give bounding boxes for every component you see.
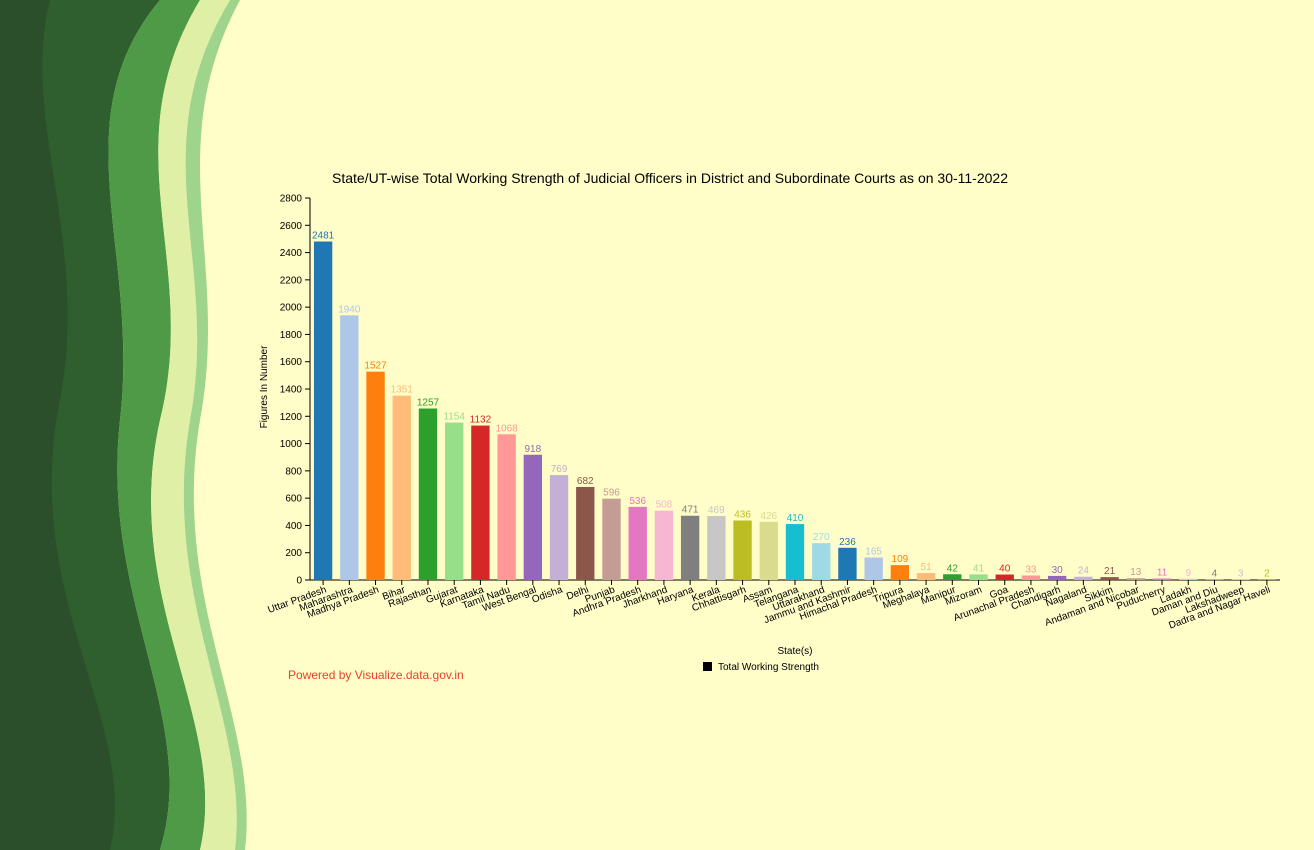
- footer: Powered by Visualize.data.gov.in: [288, 668, 464, 682]
- value-label: 21: [1104, 566, 1116, 577]
- bar: [838, 547, 857, 580]
- value-label: 33: [1025, 564, 1037, 575]
- bar: [576, 486, 595, 580]
- value-label: 4: [1212, 568, 1218, 579]
- bar: [916, 573, 936, 580]
- bar: [1100, 577, 1119, 580]
- value-label: 508: [656, 500, 673, 511]
- chart-title: State/UT-wise Total Working Strength of …: [332, 170, 1008, 186]
- bar: [733, 520, 752, 580]
- bar: [418, 408, 438, 580]
- bar: [313, 241, 333, 580]
- value-label: 41: [973, 563, 985, 574]
- bar: [943, 574, 962, 580]
- y-tick-label: 2000: [280, 303, 303, 314]
- value-label: 51: [921, 562, 933, 573]
- bar: [1205, 579, 1224, 580]
- bar: [1126, 578, 1145, 580]
- value-label: 596: [603, 488, 620, 499]
- value-label: 1132: [470, 415, 492, 426]
- value-label: 9: [1185, 568, 1191, 579]
- legend-swatch: [703, 662, 712, 671]
- value-label: 109: [892, 554, 909, 565]
- value-label: 1154: [443, 412, 465, 423]
- value-label: 236: [839, 537, 856, 548]
- bar: [707, 516, 726, 580]
- value-label: 270: [813, 532, 830, 543]
- bar: [1074, 576, 1093, 580]
- value-label: 42: [947, 563, 959, 574]
- bar: [1047, 575, 1067, 580]
- bar: [1021, 575, 1041, 580]
- decoration: [0, 0, 247, 850]
- y-tick-label: 1800: [280, 330, 303, 341]
- x-axis-title: State(s): [777, 646, 812, 657]
- value-label: 1257: [417, 398, 440, 409]
- bar: [654, 510, 674, 580]
- bar: [602, 498, 621, 580]
- value-label: 536: [629, 496, 646, 507]
- value-label: 165: [865, 546, 882, 557]
- value-label: 24: [1078, 566, 1090, 577]
- bar: [759, 521, 778, 580]
- value-label: 769: [551, 464, 568, 475]
- y-tick-label: 2800: [280, 194, 303, 205]
- bar: [445, 422, 464, 580]
- bar: [785, 524, 805, 580]
- value-label: 1940: [338, 304, 361, 315]
- y-tick-label: 1400: [280, 385, 303, 396]
- value-label: 436: [734, 510, 751, 521]
- x-tick-label: Odisha: [531, 584, 565, 605]
- bar: [471, 425, 490, 580]
- bar: [995, 574, 1014, 580]
- bar: [340, 315, 359, 580]
- value-label: 410: [787, 513, 804, 524]
- bar: [969, 574, 988, 580]
- value-label: 3: [1238, 569, 1244, 580]
- y-axis-title: Figures In Number: [259, 345, 270, 428]
- bar: [680, 515, 700, 580]
- y-tick-label: 400: [285, 521, 302, 532]
- y-tick-label: 2400: [280, 248, 303, 259]
- bar: [890, 565, 910, 580]
- value-label: 1068: [495, 423, 518, 434]
- value-label: 471: [682, 505, 699, 516]
- bar: [812, 543, 831, 580]
- y-tick-label: 200: [285, 548, 302, 559]
- y-tick-label: 2600: [280, 221, 303, 232]
- value-label: 469: [708, 505, 725, 516]
- value-label: 30: [1052, 565, 1064, 576]
- y-tick-label: 1600: [280, 357, 303, 368]
- bar: [1179, 578, 1198, 580]
- value-label: 1527: [364, 361, 387, 372]
- value-label: 40: [999, 564, 1011, 575]
- bar: [864, 557, 883, 580]
- bar: [1152, 578, 1172, 580]
- bar: [497, 434, 516, 580]
- value-label: 2481: [312, 231, 335, 242]
- y-tick-label: 800: [285, 466, 302, 477]
- value-label: 918: [524, 444, 541, 455]
- y-tick-label: 0: [296, 576, 302, 587]
- bar: [366, 371, 385, 580]
- bar: [523, 454, 543, 580]
- y-tick-label: 1000: [280, 439, 303, 450]
- y-tick-label: 1200: [280, 412, 303, 423]
- value-label: 2: [1264, 569, 1270, 580]
- value-label: 426: [760, 511, 777, 522]
- value-label: 11: [1157, 567, 1168, 578]
- value-label: 13: [1130, 567, 1142, 578]
- bar: [628, 506, 647, 580]
- legend-label: Total Working Strength: [718, 662, 819, 673]
- bar: [392, 395, 411, 580]
- y-tick-label: 2200: [280, 275, 303, 286]
- bar: [549, 475, 569, 580]
- value-label: 682: [577, 476, 594, 487]
- value-label: 1351: [391, 385, 414, 396]
- y-tick-label: 600: [285, 494, 302, 505]
